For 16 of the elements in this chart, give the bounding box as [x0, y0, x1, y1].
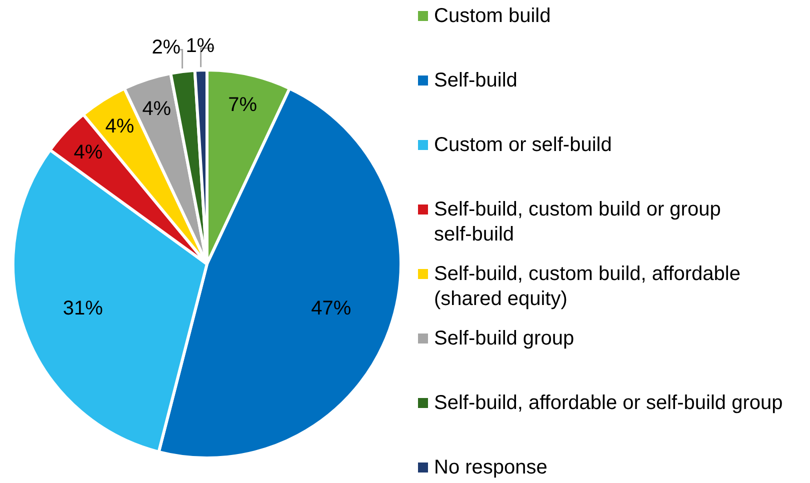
legend-label: Self-build group — [434, 328, 574, 350]
data-label: 1% — [186, 35, 215, 58]
legend-label: Self-build, custom build, affordable (shared equity) — [434, 263, 740, 310]
data-label: 4% — [74, 141, 103, 164]
data-label: 4% — [105, 115, 134, 138]
legend-label: Self-build — [434, 70, 518, 92]
legend-label: Self-build, affordable or self-build group — [434, 392, 783, 414]
legend-label: Custom or self-build — [434, 134, 612, 156]
data-label: 2% — [152, 36, 181, 59]
legend-label: Self-build, custom build or group self-build — [434, 198, 721, 246]
data-label: 31% — [62, 298, 104, 320]
data-label: 7% — [228, 94, 258, 116]
legend-label: No response — [434, 456, 548, 478]
legend-label: Custom build — [434, 5, 551, 27]
data-label: 4% — [142, 98, 172, 120]
data-label: 47% — [311, 298, 352, 320]
